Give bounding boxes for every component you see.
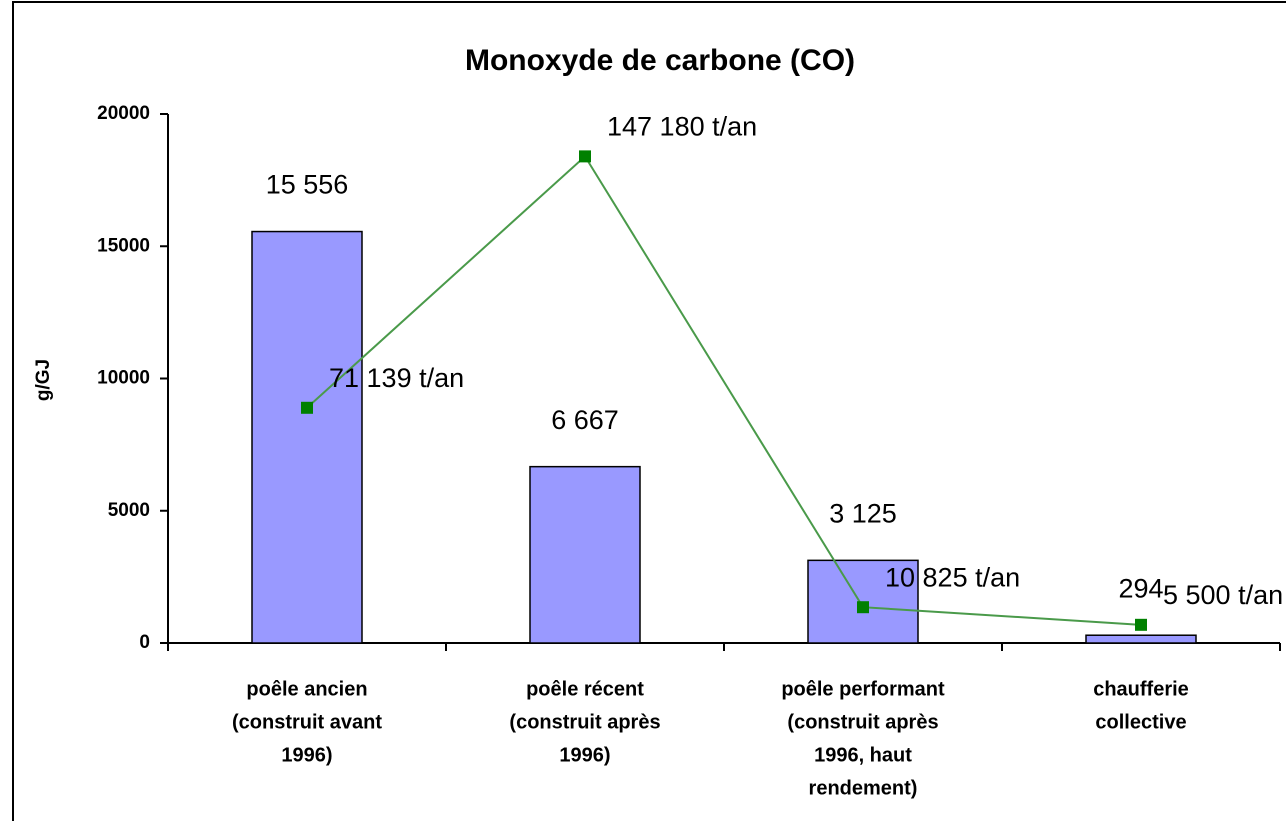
- line-marker: [579, 150, 591, 163]
- x-tick-label: collective: [1095, 711, 1186, 733]
- y-tick-label: 15000: [97, 235, 150, 256]
- x-tick-label: (construit après: [787, 711, 938, 733]
- chart-title: Monoxyde de carbone (CO): [465, 44, 855, 77]
- line-series: [306, 154, 1142, 626]
- line-marker: [1135, 618, 1147, 631]
- bar: [1085, 634, 1197, 644]
- x-tick-label: 1996, haut: [814, 744, 912, 766]
- y-tick-label: 20000: [97, 103, 150, 124]
- x-tick-label: poêle ancien: [246, 678, 367, 700]
- x-tick-label: (construit avant: [232, 711, 382, 733]
- x-tick-label: chaufferie: [1093, 678, 1189, 700]
- bar: [251, 230, 363, 644]
- line-value-label: 71 139 t/an: [329, 363, 464, 393]
- x-tick-label: rendement): [809, 777, 918, 799]
- y-axis-label: g/GJ: [33, 359, 54, 401]
- bar-value-label: 3 125: [829, 498, 897, 528]
- line-value-label: 147 180 t/an: [607, 112, 757, 142]
- line-value-label: 10 825 t/an: [885, 562, 1020, 592]
- x-tick-label: poêle récent: [526, 678, 644, 700]
- y-tick-label: 0: [139, 632, 150, 653]
- x-tick-label: 1996): [281, 744, 332, 766]
- y-tick-label: 10000: [97, 368, 150, 389]
- chart-frame: [12, 1, 1286, 821]
- bar-value-label: 15 556: [266, 170, 349, 200]
- x-tick-label: 1996): [559, 744, 610, 766]
- bar-value-label: 6 667: [551, 405, 619, 435]
- line-marker: [301, 401, 313, 414]
- bar-value-label: 294: [1118, 573, 1163, 603]
- y-tick-label: 5000: [108, 500, 150, 521]
- line-marker: [857, 601, 869, 614]
- x-tick-label: poêle performant: [781, 678, 945, 700]
- bar: [529, 465, 641, 644]
- line-value-label: 5 500 t/an: [1163, 580, 1283, 610]
- x-tick-label: (construit après: [509, 711, 660, 733]
